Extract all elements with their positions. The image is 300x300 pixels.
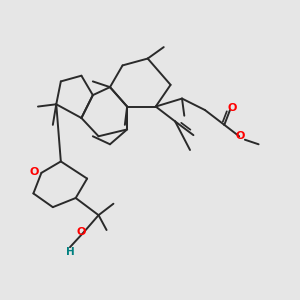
Text: O: O [236,131,245,141]
Text: O: O [77,227,86,237]
Text: H: H [66,247,74,257]
Text: O: O [30,167,39,177]
Text: O: O [228,103,237,113]
